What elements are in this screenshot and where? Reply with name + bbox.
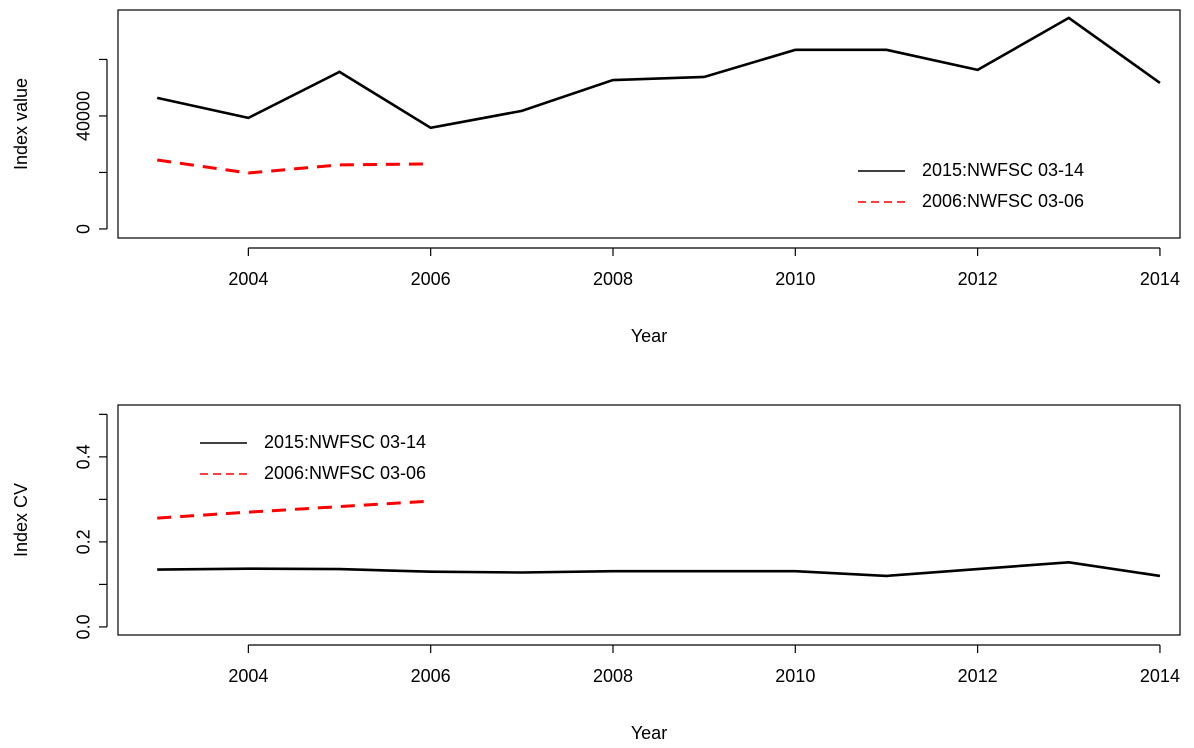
x-tick-label: 2012	[958, 269, 998, 289]
x-tick-label: 2004	[228, 666, 268, 686]
legend-label: 2006:NWFSC 03-06	[264, 463, 426, 483]
y-tick-label: 0.2	[74, 529, 94, 554]
series-line	[157, 560, 1161, 578]
x-tick-label: 2008	[593, 269, 633, 289]
x-tick-label: 2008	[593, 666, 633, 686]
y-axis-label: Index value	[11, 78, 31, 170]
y-tick-label: 0.4	[74, 444, 94, 469]
y-tick-label: 0	[74, 224, 94, 234]
y-tick-label: 40000	[74, 91, 94, 141]
x-tick-label: 2014	[1140, 269, 1180, 289]
x-tick-label: 2014	[1140, 666, 1180, 686]
x-tick-label: 2006	[411, 269, 451, 289]
x-tick-label: 2004	[228, 269, 268, 289]
x-axis-label: Year	[631, 326, 667, 346]
x-tick-label: 2006	[411, 666, 451, 686]
legend-label: 2015:NWFSC 03-14	[922, 160, 1084, 180]
x-tick-label: 2010	[775, 269, 815, 289]
plot-box	[117, 9, 1181, 239]
x-axis-label: Year	[631, 723, 667, 743]
x-tick-label: 2010	[775, 666, 815, 686]
series-line	[156, 158, 431, 175]
x-tick-label: 2012	[958, 666, 998, 686]
series-line	[157, 499, 431, 520]
legend-label: 2015:NWFSC 03-14	[264, 432, 426, 452]
y-tick-label: 0.0	[74, 614, 94, 639]
legend-label: 2006:NWFSC 03-06	[922, 191, 1084, 211]
y-axis-label: Index CV	[11, 483, 31, 557]
series-line	[156, 16, 1161, 130]
plot-box	[117, 404, 1181, 636]
